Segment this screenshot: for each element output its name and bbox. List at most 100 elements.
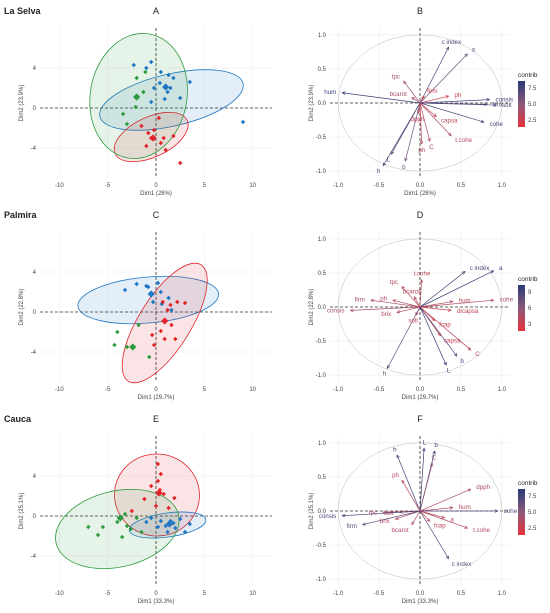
legend-tick-label: 7.5 bbox=[528, 86, 537, 92]
biplot-panel-b: -1.0 -0.5 0.0 0.5 1.0 -1.0 -0.5 0.0 0.5 1.0 Dim1 (… bbox=[309, 6, 538, 197]
x-tick-label: 0.0 bbox=[416, 591, 425, 597]
vector-arrowhead bbox=[413, 296, 418, 300]
panel-letter: C bbox=[153, 210, 160, 220]
data-point bbox=[143, 69, 148, 75]
vector-arrowhead bbox=[349, 308, 354, 312]
data-point bbox=[173, 336, 178, 342]
data-point bbox=[149, 332, 155, 338]
data-point bbox=[158, 328, 164, 334]
vector-arrowhead bbox=[441, 515, 446, 519]
vector-label: h bbox=[383, 371, 387, 378]
vector-arrowhead bbox=[341, 91, 346, 95]
data-point bbox=[144, 143, 149, 149]
vector-arrowhead bbox=[445, 46, 450, 51]
loading-vector bbox=[401, 286, 421, 308]
group-centroid bbox=[147, 290, 155, 298]
data-point bbox=[175, 299, 180, 305]
loading-vector bbox=[419, 102, 431, 142]
data-point bbox=[146, 130, 151, 136]
data-point bbox=[163, 523, 168, 529]
data-point bbox=[115, 519, 120, 525]
vector-arrowhead bbox=[411, 521, 415, 526]
vector-label: brix bbox=[493, 101, 504, 108]
data-point bbox=[158, 69, 164, 75]
data-point bbox=[156, 115, 162, 121]
group-centroid bbox=[165, 520, 174, 528]
data-point bbox=[151, 342, 157, 348]
vector-label: tpc bbox=[390, 279, 398, 286]
data-point bbox=[144, 65, 149, 71]
data-point bbox=[142, 496, 147, 502]
data-point bbox=[177, 95, 183, 101]
vector-arrowhead bbox=[411, 97, 416, 101]
data-point bbox=[165, 529, 170, 535]
data-point bbox=[158, 471, 164, 477]
data-point bbox=[122, 511, 128, 517]
loading-vector bbox=[397, 306, 421, 313]
vector-arrowhead bbox=[490, 270, 495, 274]
loading-vector bbox=[411, 97, 421, 104]
y-tick-label: -4 bbox=[31, 146, 37, 152]
loading-vector bbox=[419, 46, 449, 104]
data-point bbox=[161, 135, 166, 141]
loading-vector bbox=[419, 102, 452, 136]
vector-label: fcap bbox=[439, 322, 451, 329]
legend-title: contrib bbox=[518, 480, 538, 487]
y-tick-label: 0.0 bbox=[318, 305, 327, 311]
loading-vector bbox=[370, 299, 421, 308]
vector-arrowhead bbox=[494, 509, 499, 513]
vector-arrowhead bbox=[396, 454, 400, 459]
data-point bbox=[100, 524, 106, 530]
x-tick-label: -0.5 bbox=[374, 591, 385, 597]
data-point bbox=[157, 80, 163, 86]
vector-arrowhead bbox=[403, 80, 407, 85]
loading-vector bbox=[419, 99, 490, 104]
vector-label: brix bbox=[380, 518, 391, 525]
y-tick-label: 0.5 bbox=[318, 271, 327, 277]
y-axis-label: Dim2 (25.1%) bbox=[309, 493, 315, 530]
panel-letter: F bbox=[417, 414, 423, 424]
data-point bbox=[171, 133, 176, 139]
vector-label: hum bbox=[459, 298, 471, 305]
x-tick-label: -1.0 bbox=[333, 387, 344, 393]
x-tick-label: 5 bbox=[203, 183, 207, 189]
vector-arrowhead bbox=[422, 447, 426, 452]
data-point bbox=[151, 127, 157, 133]
vector-arrowhead bbox=[449, 506, 454, 510]
vector-label: ph bbox=[454, 92, 461, 99]
vector-label: L bbox=[387, 156, 391, 163]
data-point bbox=[147, 354, 152, 360]
correlation-circle bbox=[337, 442, 503, 580]
data-point bbox=[187, 79, 193, 85]
data-point bbox=[177, 160, 183, 166]
y-axis-label: Dim2 (22.8%) bbox=[19, 289, 25, 326]
data-point bbox=[177, 516, 183, 522]
data-point bbox=[161, 491, 166, 497]
loading-vector bbox=[342, 510, 421, 517]
x-tick-label: -5 bbox=[105, 387, 111, 393]
x-tick-label: 10 bbox=[249, 387, 256, 393]
data-point bbox=[120, 111, 126, 117]
loading-vector bbox=[419, 299, 494, 308]
legend-tick-label: 2.5 bbox=[528, 118, 537, 124]
x-tick-label: -1.0 bbox=[333, 591, 344, 597]
loading-vector bbox=[419, 488, 471, 512]
legend-tick-label: 7.5 bbox=[528, 494, 537, 500]
contrib-legend: contrib 7.5 5.0 2.5 bbox=[518, 480, 538, 535]
loading-vector bbox=[401, 480, 421, 512]
x-tick-label: -10 bbox=[55, 387, 64, 393]
legend-tick-label: 5.0 bbox=[528, 102, 537, 108]
loading-vector bbox=[419, 279, 422, 308]
y-tick-label: 4 bbox=[33, 66, 37, 72]
x-tick-label: -5 bbox=[105, 183, 111, 189]
group-centroid bbox=[129, 343, 137, 351]
vector-arrowhead bbox=[427, 137, 431, 142]
loading-vector bbox=[419, 102, 437, 117]
x-tick-label: 0.5 bbox=[457, 387, 466, 393]
loading-vector bbox=[419, 510, 449, 559]
scatter-panel-c: -10 -5 0 5 10 -4 0 4 Dim1 (29.7%) Dim2 (22.8%) C Pa… bbox=[4, 210, 272, 401]
confidence-ellipse bbox=[77, 275, 219, 325]
vector-arrowhead bbox=[453, 352, 458, 357]
vector-label: solt bbox=[502, 102, 512, 109]
y-axis-label: Dim2 (23.9%) bbox=[309, 85, 315, 122]
